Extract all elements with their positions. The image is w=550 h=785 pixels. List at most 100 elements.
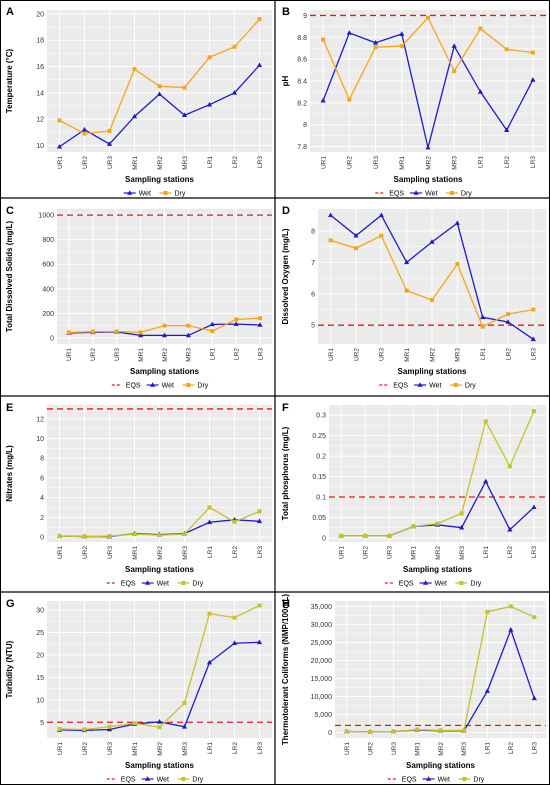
y-tick-label: 10,000	[311, 694, 333, 701]
x-tick-label: MR1	[132, 742, 139, 756]
x-axis-title: Sampling stations	[398, 367, 467, 376]
data-point-wet	[504, 127, 510, 132]
data-point-dry	[387, 533, 392, 538]
data-point-dry	[399, 44, 404, 49]
legend-marker-wet	[145, 580, 151, 585]
legend-label: Wet	[438, 777, 450, 784]
y-tick-label: 1000	[38, 213, 54, 220]
data-point-dry	[504, 47, 509, 52]
panel-h: 0 5,000 10,000 15,000 20,000 25,000 30,000 35,0…	[281, 594, 546, 784]
data-point-dry	[507, 464, 512, 469]
data-point-dry	[411, 524, 416, 529]
data-point-dry	[379, 233, 384, 238]
x-tick-label: LR2	[508, 742, 515, 754]
x-axis-title: Sampling stations	[403, 565, 472, 574]
data-point-wet	[231, 640, 238, 646]
y-axis-title: Dissolved Oxygen (mg/L)	[281, 228, 290, 324]
y-tick-label: 8.8	[297, 35, 307, 42]
legend-label: Dry	[461, 191, 472, 198]
x-tick-label: LR1	[480, 348, 487, 360]
legend-label: Dry	[192, 777, 203, 784]
data-point-wet	[257, 322, 263, 327]
panel-letter: C	[6, 205, 14, 217]
x-axis-title: Sampling stations	[130, 367, 199, 376]
legend-label: Dry	[175, 191, 186, 198]
y-tick-label: 20,000	[311, 658, 333, 665]
x-tick-label: MR3	[455, 348, 462, 362]
legend-marker-wet	[417, 382, 423, 387]
x-tick-label: MR3	[182, 546, 189, 560]
legend-marker-dry	[163, 191, 168, 195]
data-point-dry	[207, 505, 212, 510]
x-tick-label: UR1	[57, 156, 64, 169]
y-tick-label: 8.6	[297, 57, 307, 64]
panel-letter: H	[282, 598, 290, 610]
x-tick-label: UR1	[57, 546, 64, 559]
x-tick-label: UR2	[82, 156, 89, 169]
panel-c: 0 200 400 600 800 1000 UR1 UR2 UR3 MR1 MR2 MR3 LR1 LR…	[5, 205, 272, 390]
data-point-wet	[477, 89, 484, 94]
x-tick-label: UR2	[362, 546, 369, 559]
x-tick-label: MR2	[157, 546, 164, 560]
x-axis-title: Sampling stations	[394, 175, 463, 184]
x-tick-label: MR1	[132, 546, 139, 560]
y-tick-label: 0.2	[316, 454, 326, 461]
data-point-dry	[354, 246, 358, 251]
x-tick-label: UR3	[391, 742, 398, 755]
data-point-dry	[232, 44, 237, 49]
y-tick-label: 8	[303, 122, 307, 129]
data-point-dry	[82, 727, 87, 732]
data-point-dry	[363, 533, 368, 538]
data-point-dry	[258, 316, 263, 321]
x-tick-label: LR3	[530, 156, 537, 168]
x-tick-label: UR2	[82, 546, 89, 559]
y-tick-label: 5,000	[314, 712, 332, 719]
legend-label: Wet	[139, 191, 151, 198]
y-tick-label: 0	[322, 535, 326, 542]
x-axis-title: Sampling stations	[125, 565, 194, 574]
x-tick-label: LR2	[232, 546, 239, 558]
y-tick-label: 400	[42, 286, 54, 293]
data-point-dry	[452, 69, 457, 74]
y-tick-label: 25	[36, 630, 44, 637]
y-tick-label: 600	[42, 262, 54, 269]
y-tick-label: 8.4	[297, 79, 307, 86]
x-tick-label: UR3	[107, 156, 114, 169]
data-point-dry	[207, 611, 212, 616]
legend-marker-dry	[181, 777, 186, 781]
data-point-dry	[57, 118, 62, 123]
data-point-wet	[480, 314, 486, 320]
data-point-wet	[156, 719, 163, 724]
y-tick-label: 200	[42, 311, 54, 318]
legend-marker-wet	[423, 580, 429, 585]
data-point-wet	[328, 212, 334, 218]
y-tick-label: 25,000	[311, 640, 333, 647]
data-point-dry	[207, 55, 212, 60]
data-point-wet	[209, 321, 215, 327]
data-point-wet	[256, 639, 263, 645]
panel-g: 5 10 15 20 25 30 UR1 UR2 UR3 MR1 MR2 MR3 LR1 LR2 LR3 Sa…	[5, 598, 272, 784]
legend-marker-dry	[453, 383, 458, 387]
data-point-wet	[484, 688, 490, 693]
data-point-dry	[344, 729, 349, 734]
x-tick-label: UR2	[90, 348, 97, 361]
y-axis-title: Nitrates (mg/L)	[5, 445, 14, 502]
x-tick-label: UR3	[114, 348, 121, 361]
x-tick-label: UR1	[57, 742, 64, 755]
data-point-wet	[507, 526, 513, 532]
y-tick-label: 8	[40, 456, 44, 463]
legend-label: EQS	[389, 191, 404, 198]
x-axis-title: Sampling stations	[406, 761, 475, 770]
x-tick-label: MR1	[399, 156, 406, 170]
x-tick-label: LR2	[505, 348, 512, 360]
data-point-wet	[531, 695, 537, 701]
data-point-dry	[435, 521, 440, 526]
x-tick-label: UR1	[320, 156, 327, 169]
legend-marker-wet	[150, 382, 156, 387]
legend-label: Wet	[425, 191, 437, 198]
x-tick-label: MR3	[182, 156, 189, 170]
data-point-wet	[346, 30, 352, 35]
x-tick-label: MR2	[157, 742, 164, 756]
data-point-dry	[232, 615, 237, 620]
y-axis-title: pH	[281, 75, 290, 86]
